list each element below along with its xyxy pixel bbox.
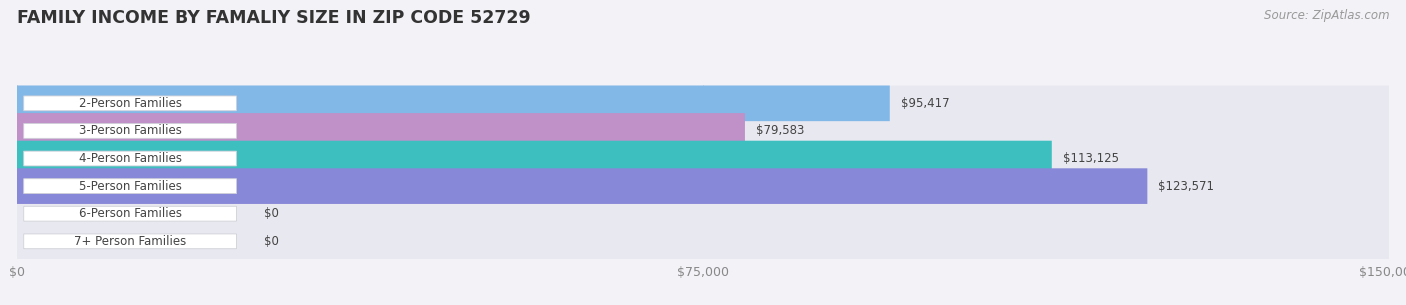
- FancyBboxPatch shape: [17, 85, 890, 121]
- FancyBboxPatch shape: [17, 113, 745, 149]
- FancyBboxPatch shape: [17, 196, 1389, 231]
- Text: 6-Person Families: 6-Person Families: [79, 207, 181, 220]
- FancyBboxPatch shape: [17, 85, 1389, 121]
- FancyBboxPatch shape: [24, 96, 236, 111]
- FancyBboxPatch shape: [17, 141, 1389, 176]
- Text: $79,583: $79,583: [756, 124, 804, 138]
- FancyBboxPatch shape: [17, 113, 1389, 149]
- Text: 3-Person Families: 3-Person Families: [79, 124, 181, 138]
- FancyBboxPatch shape: [24, 124, 236, 138]
- FancyBboxPatch shape: [24, 234, 236, 249]
- FancyBboxPatch shape: [17, 168, 1147, 204]
- FancyBboxPatch shape: [17, 168, 1389, 204]
- FancyBboxPatch shape: [17, 224, 1389, 259]
- Text: $0: $0: [264, 235, 278, 248]
- Text: 5-Person Families: 5-Person Families: [79, 180, 181, 193]
- Text: $113,125: $113,125: [1063, 152, 1119, 165]
- FancyBboxPatch shape: [24, 179, 236, 194]
- Text: $123,571: $123,571: [1159, 180, 1215, 193]
- Text: $95,417: $95,417: [901, 97, 949, 110]
- Text: FAMILY INCOME BY FAMALIY SIZE IN ZIP CODE 52729: FAMILY INCOME BY FAMALIY SIZE IN ZIP COD…: [17, 9, 530, 27]
- FancyBboxPatch shape: [24, 151, 236, 166]
- FancyBboxPatch shape: [24, 206, 236, 221]
- FancyBboxPatch shape: [17, 141, 1052, 176]
- Text: 4-Person Families: 4-Person Families: [79, 152, 181, 165]
- Text: Source: ZipAtlas.com: Source: ZipAtlas.com: [1264, 9, 1389, 22]
- Text: 2-Person Families: 2-Person Families: [79, 97, 181, 110]
- Text: 7+ Person Families: 7+ Person Families: [75, 235, 186, 248]
- Text: $0: $0: [264, 207, 278, 220]
